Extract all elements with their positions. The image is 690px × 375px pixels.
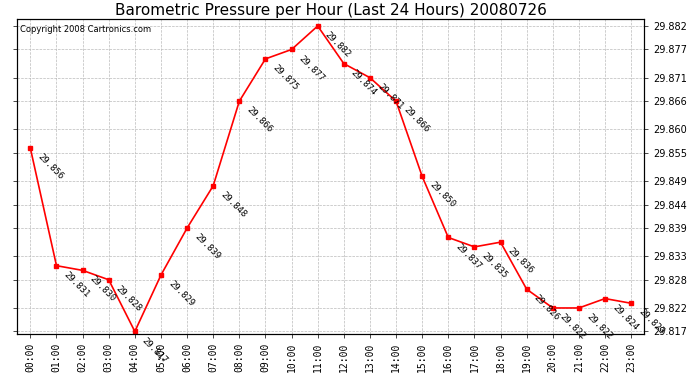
- Text: 29.828: 29.828: [115, 284, 144, 313]
- Text: 29.856: 29.856: [36, 152, 65, 182]
- Text: 29.866: 29.866: [245, 105, 274, 135]
- Text: 29.835: 29.835: [480, 251, 509, 280]
- Text: 29.877: 29.877: [297, 54, 326, 83]
- Text: 29.829: 29.829: [166, 279, 196, 308]
- Text: 29.874: 29.874: [349, 68, 379, 97]
- Text: 29.822: 29.822: [558, 312, 587, 341]
- Text: 29.823: 29.823: [637, 308, 666, 337]
- Text: 29.830: 29.830: [88, 274, 117, 304]
- Text: 29.875: 29.875: [271, 63, 300, 92]
- Text: 29.871: 29.871: [375, 82, 404, 111]
- Text: 29.866: 29.866: [402, 105, 431, 135]
- Text: 29.824: 29.824: [611, 303, 640, 332]
- Text: 29.837: 29.837: [454, 242, 483, 271]
- Text: 29.839: 29.839: [193, 232, 221, 261]
- Text: 29.822: 29.822: [584, 312, 613, 341]
- Text: 29.848: 29.848: [219, 190, 248, 219]
- Text: 29.831: 29.831: [62, 270, 91, 299]
- Text: 29.850: 29.850: [428, 180, 457, 210]
- Text: 29.826: 29.826: [532, 293, 562, 322]
- Title: Barometric Pressure per Hour (Last 24 Hours) 20080726: Barometric Pressure per Hour (Last 24 Ho…: [115, 3, 546, 18]
- Text: 29.836: 29.836: [506, 246, 535, 276]
- Text: 29.882: 29.882: [323, 30, 353, 59]
- Text: Copyright 2008 Cartronics.com: Copyright 2008 Cartronics.com: [21, 25, 152, 34]
- Text: 29.817: 29.817: [140, 336, 170, 365]
